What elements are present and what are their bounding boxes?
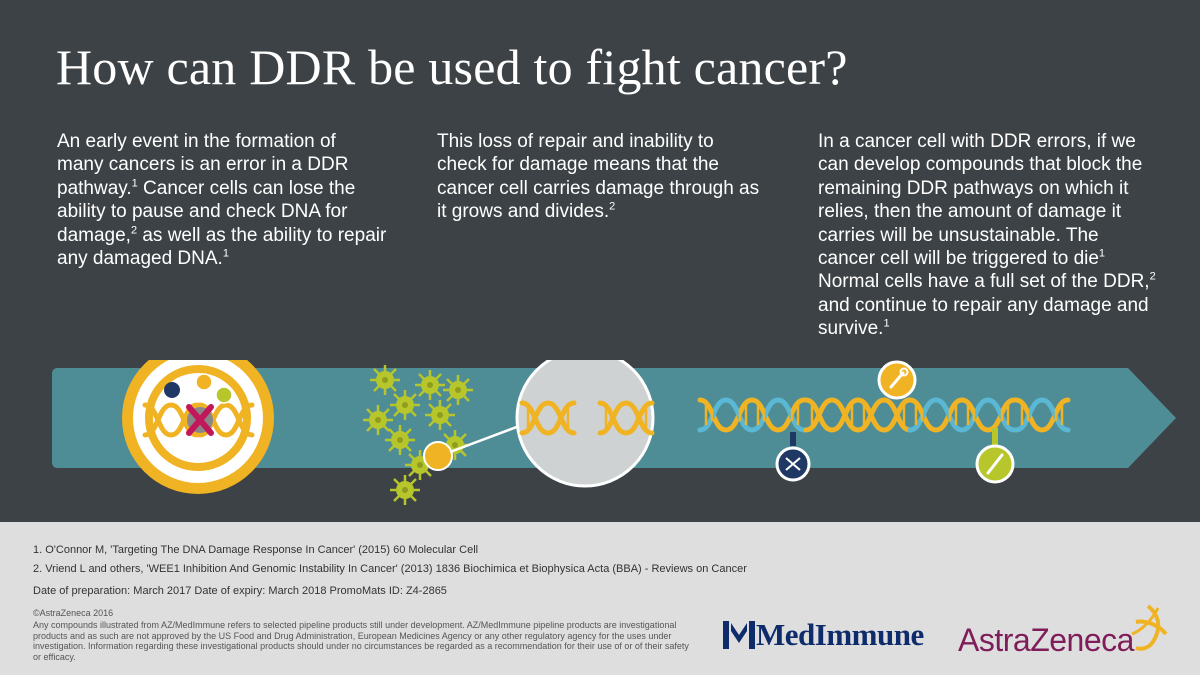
footnote-marker: 1 [222, 247, 229, 260]
medimmune-logo: MedImmune [722, 617, 924, 653]
footer: 1. O'Connor M, 'Targeting The DNA Damage… [0, 522, 1200, 675]
copyright: ©AstraZeneca 2016 [33, 608, 114, 618]
main-panel: How can DDR be used to fight cancer? An … [52, 39, 1176, 507]
screwdriver-repair-icon [975, 428, 1015, 484]
wrench-icon [195, 373, 213, 391]
col1-text-a: An early event in the formation of many … [57, 131, 349, 199]
healthy-cell-icon [122, 360, 274, 494]
scissors-icon [164, 382, 180, 398]
col3-text-b: Normal cells have a full set of the DDR, [818, 271, 1150, 293]
footnote-marker: 2 [609, 200, 616, 213]
col1-text-c: as well as the ability to repair any dam… [57, 224, 387, 270]
reference-2: 2. Vriend L and others, 'WEE1 Inhibition… [33, 563, 747, 575]
preparation-info: Date of preparation: March 2017 Date of … [33, 585, 447, 597]
disclaimer: Any compounds illustrated from AZ/MedImm… [33, 620, 689, 662]
magnified-damage-icon [515, 360, 653, 488]
footnote-marker: 1 [883, 317, 890, 330]
footnote-marker: 1 [131, 177, 138, 190]
wrench-repair-icon [877, 360, 917, 400]
col1-text-b: Cancer cells can lose the ability to pau… [57, 177, 356, 246]
column-loss-of-repair: This loss of repair and inability to che… [437, 130, 767, 224]
medimmune-wordmark: MedImmune [756, 617, 924, 652]
reference-1: 1. O'Connor M, 'Targeting The DNA Damage… [33, 544, 479, 556]
footnote-marker: 1 [1098, 247, 1106, 260]
col3-text-c: and continue to repair any damage and su… [818, 294, 1149, 340]
footnote-marker: 2 [1149, 271, 1156, 284]
medimmune-mark-icon [723, 621, 755, 649]
astrazeneca-wordmark: AstraZeneca [958, 622, 1134, 658]
illustration-band [52, 360, 1176, 507]
scissors-repair-icon [775, 432, 811, 482]
column-ddr-errors: In a cancer cell with DDR errors, if we … [818, 130, 1158, 341]
screwdriver-icon [215, 386, 233, 404]
col2-text-a: This loss of repair and inability to che… [437, 131, 760, 223]
astrazeneca-swirl-icon [1131, 604, 1168, 651]
footnote-marker: 2 [130, 224, 138, 237]
page-title: How can DDR be used to fight cancer? [56, 39, 848, 95]
column-early-event: An early event in the formation of many … [57, 130, 387, 270]
col3-text-a: In a cancer cell with DDR errors, if we … [818, 131, 1143, 270]
